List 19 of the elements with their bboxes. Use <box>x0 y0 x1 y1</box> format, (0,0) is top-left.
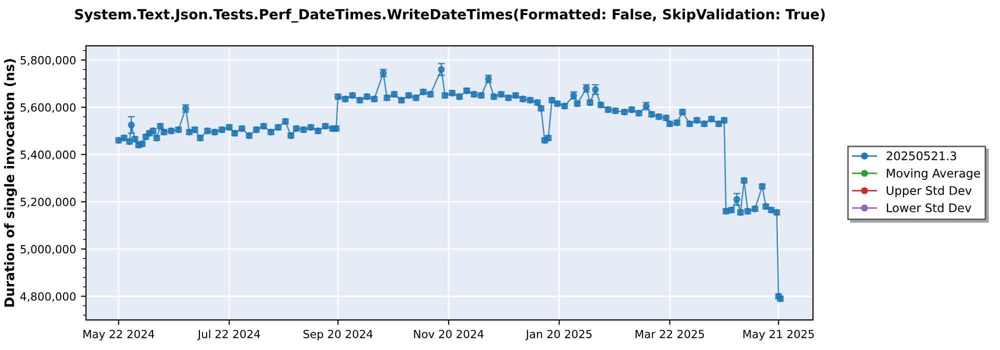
x-tick-label: Jan 20 2025 <box>525 330 592 340</box>
legend-label: 20250521.3 <box>886 151 956 160</box>
x-tick-label: May 22 2024 <box>84 330 154 340</box>
y-axis-title: Duration of single invocation (ns) <box>4 59 17 307</box>
y-tick-label: 5,200,000 <box>20 198 76 208</box>
legend-label: Upper Std Dev <box>886 186 972 198</box>
y-tick-label: 5,600,000 <box>20 103 76 113</box>
x-tick-label: Jul 22 2024 <box>197 330 260 340</box>
y-tick-label: 5,800,000 <box>20 56 76 66</box>
chart-title: System.Text.Json.Tests.Perf_DateTimes.WriteDateTimes(Formatted: False, SkipValidation: True) <box>75 8 825 23</box>
y-tick-label: 5,000,000 <box>20 245 76 255</box>
legend-label: Moving Average <box>886 168 980 180</box>
x-tick-label: Mar 22 2025 <box>636 330 704 338</box>
x-tick-label: Sep 20 2024 <box>304 330 373 340</box>
x-tick-label: May 21 2025 <box>743 330 814 340</box>
y-tick-label: 4,800,000 <box>20 292 76 302</box>
x-tick-label: Nov 20 2024 <box>414 330 484 338</box>
y-tick-label: 5,400,000 <box>20 150 76 160</box>
legend-label: Lower Std Dev <box>886 203 972 212</box>
